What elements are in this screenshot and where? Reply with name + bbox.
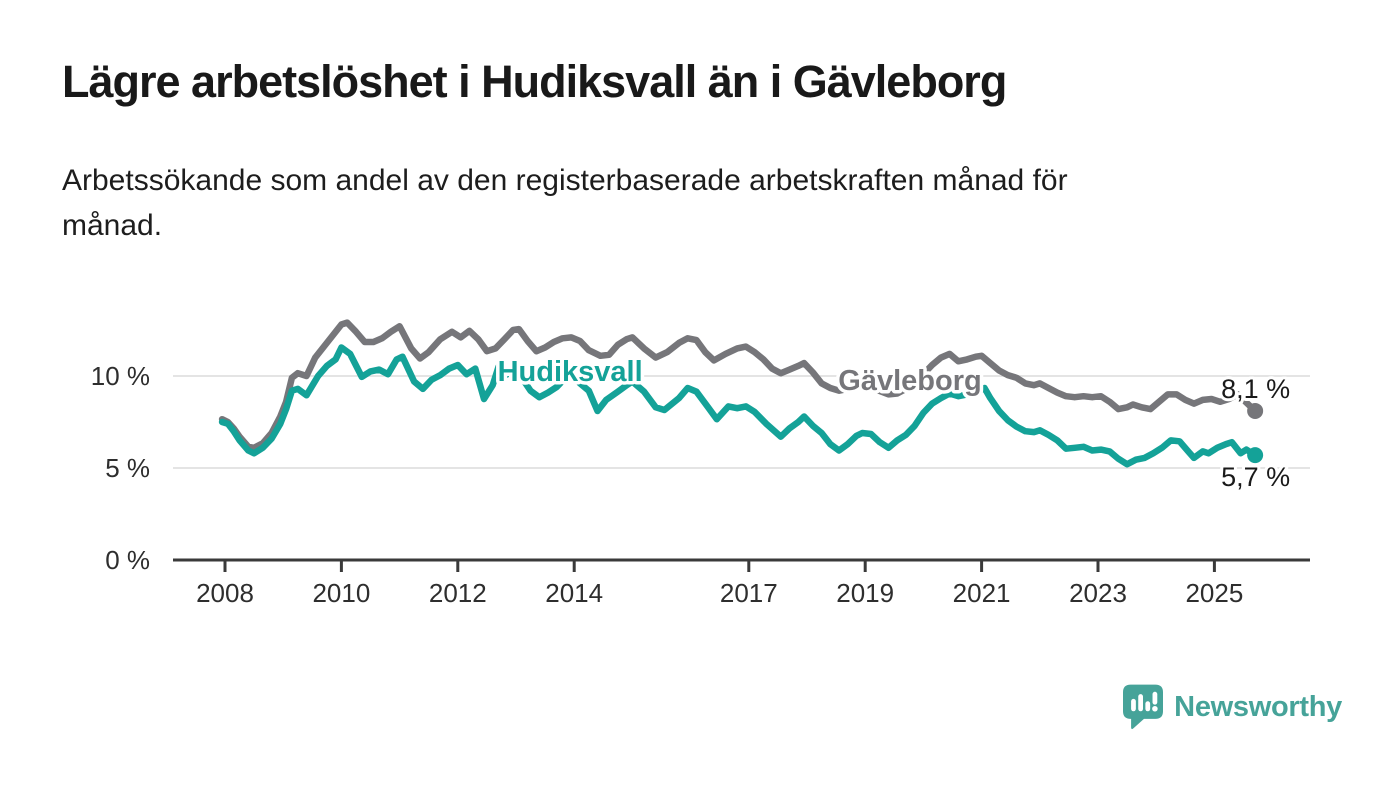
x-tick-label-2010: 2010 (312, 578, 370, 608)
x-tick-label-2021: 2021 (953, 578, 1011, 608)
series-label-gavleborg: Gävleborg (838, 365, 981, 397)
series-label-hudiksvall: Hudiksvall (498, 356, 643, 388)
y-tick-label-10pct: 10 % (91, 361, 150, 391)
newsworthy-logo: Newsworthy (1123, 684, 1342, 731)
x-tick-label-2023: 2023 (1069, 578, 1127, 608)
x-tick-label-2019: 2019 (836, 578, 894, 608)
x-tick-label-2014: 2014 (545, 578, 603, 608)
series-line-gavleborg (218, 319, 1259, 452)
newsworthy-logo-text: Newsworthy (1174, 691, 1342, 723)
end-value-label-gavleborg: 8,1 % (1221, 374, 1290, 404)
logo-bar-2 (1138, 694, 1144, 712)
end-value-label-hudiksvall: 5,7 % (1221, 462, 1290, 492)
y-tick-label-0pct: 0 % (105, 545, 150, 575)
page-title: Lägre arbetslöshet i Hudiksvall än i Gäv… (62, 56, 1007, 107)
newsworthy-logo-icon (1123, 684, 1164, 730)
page-subtitle: Arbetssökande som andel av den registerb… (62, 164, 1068, 242)
series-end-dot-hudiksvall (1247, 447, 1264, 464)
logo-exclamation-bar (1152, 691, 1158, 705)
logo-bar-3 (1145, 701, 1151, 712)
series-line-hudiksvall (218, 344, 1259, 468)
logo-bar-1 (1131, 698, 1137, 712)
series-end-dot-gavleborg (1247, 402, 1264, 419)
x-tick-label-2012: 2012 (429, 578, 487, 608)
y-tick-label-5pct: 5 % (105, 453, 150, 483)
logo-exclamation-dot (1152, 705, 1158, 712)
x-tick-label-2008: 2008 (196, 578, 254, 608)
x-tick-label-2025: 2025 (1185, 578, 1243, 608)
x-tick-label-2017: 2017 (720, 578, 778, 608)
